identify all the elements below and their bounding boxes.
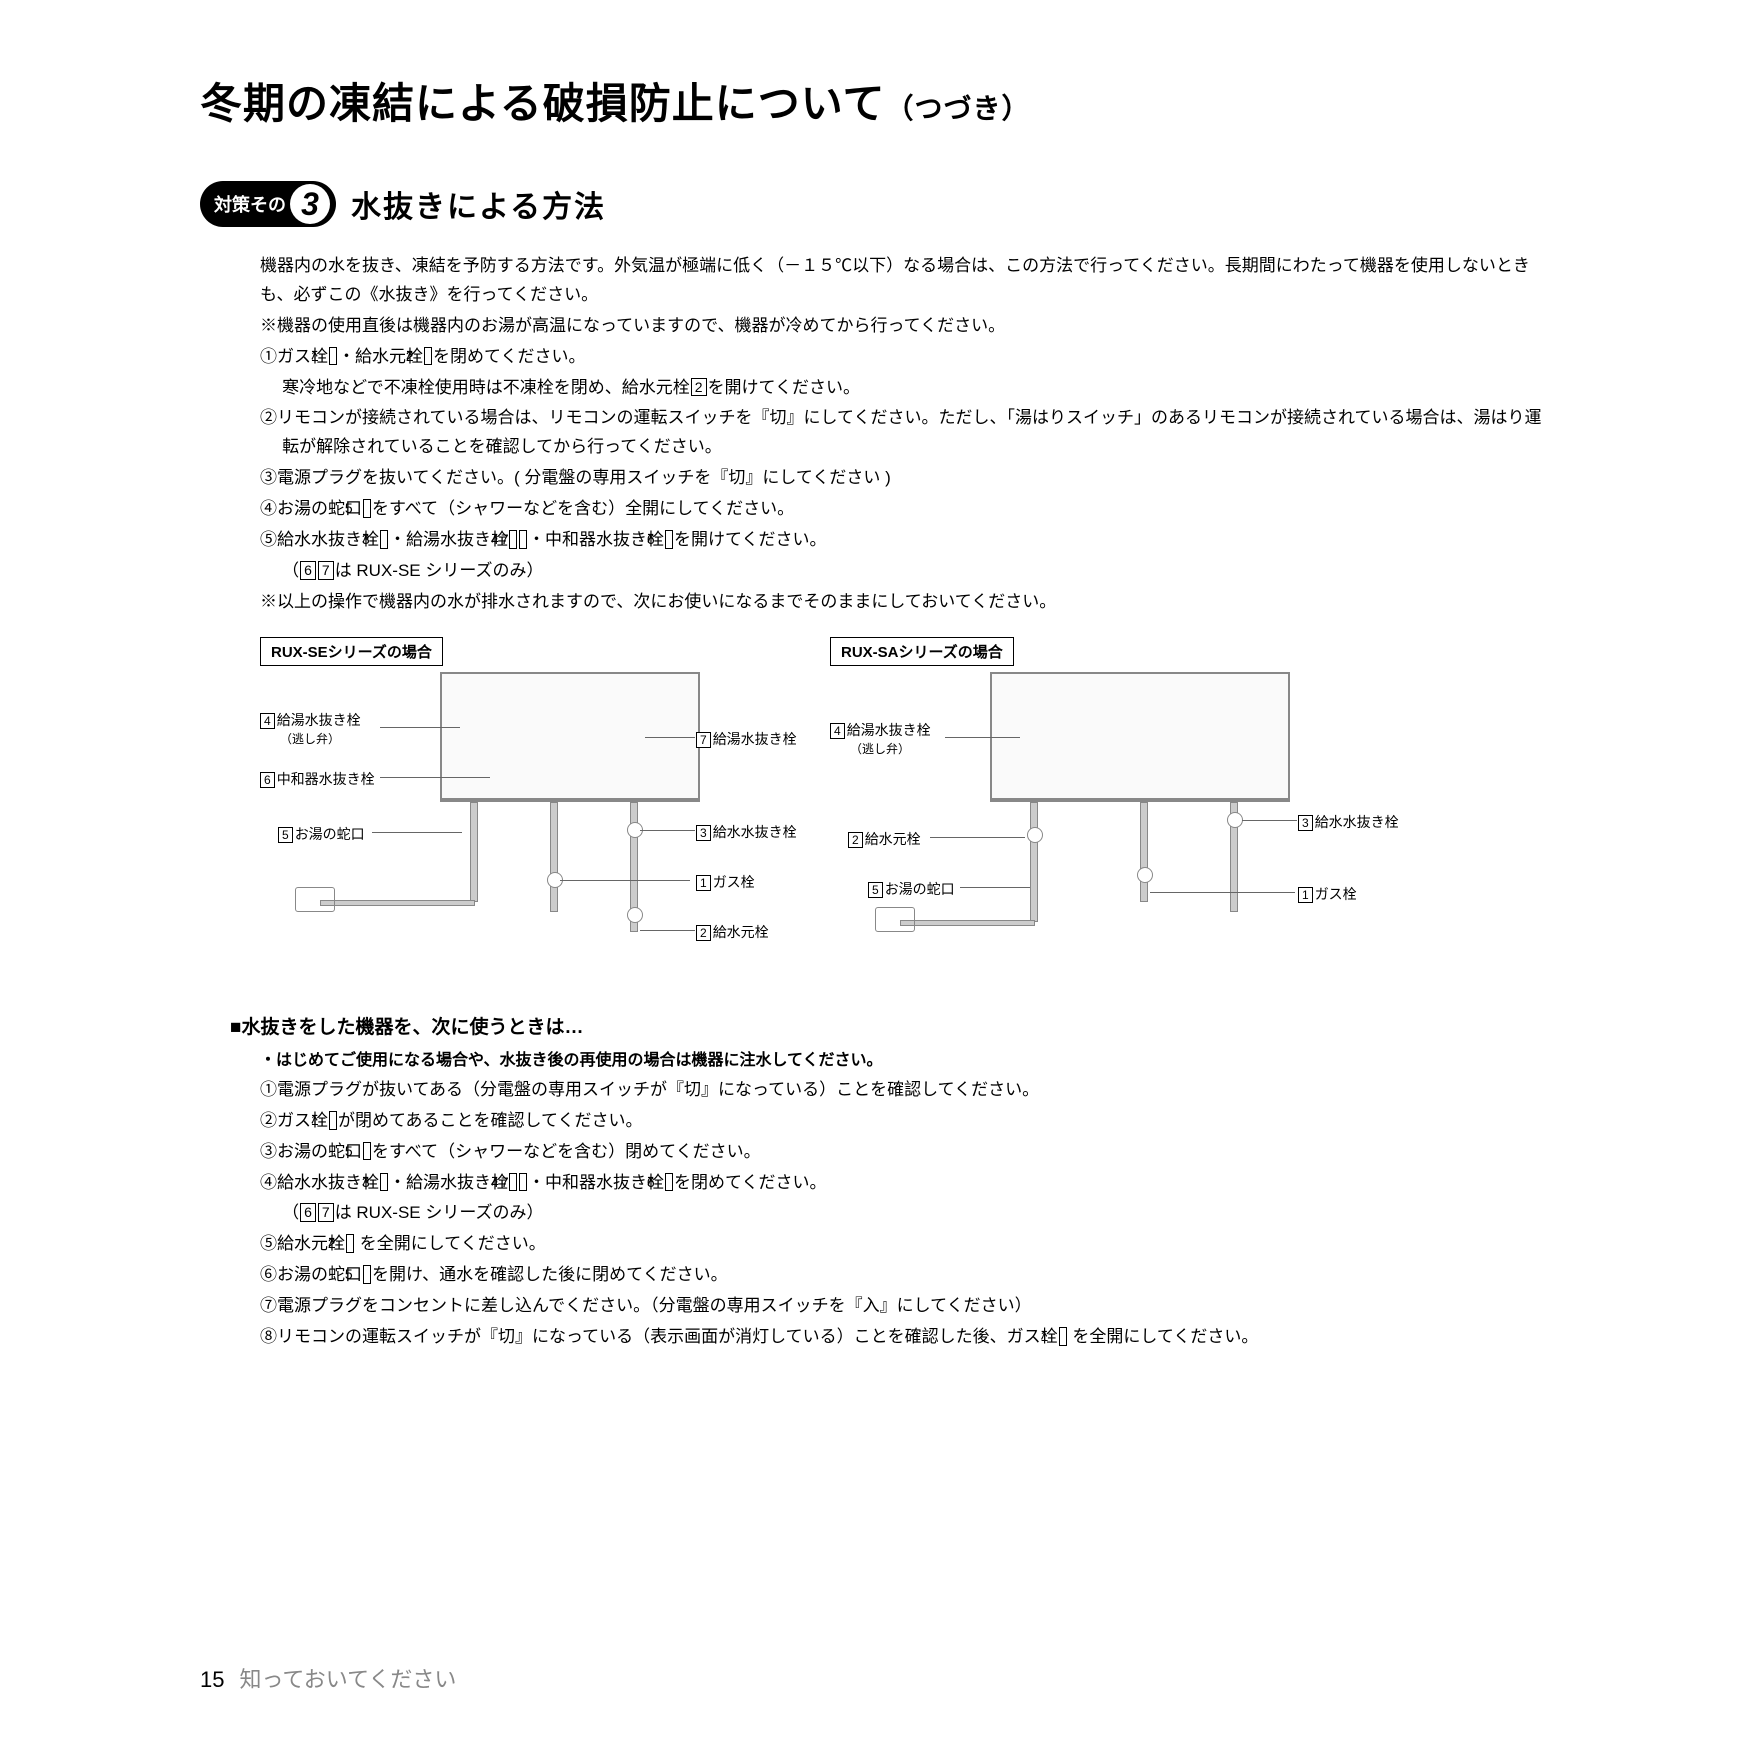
d1-label5: 5お湯の蛇口 bbox=[278, 824, 365, 844]
d2-label5: 5お湯の蛇口 bbox=[868, 879, 955, 899]
step-5-sub: （67は RUX-SE シリーズのみ） bbox=[260, 557, 1554, 586]
step-final: ※以上の操作で機器内の水が排水されますので、次にお使いになるまでそのままにしてお… bbox=[260, 588, 1554, 617]
section-header: 対策その3 水抜きによる方法 bbox=[200, 181, 1554, 227]
d2-label1: 1ガス栓 bbox=[1298, 884, 1357, 904]
d2-label4: 4給湯水抜き栓（逃し弁） bbox=[830, 720, 931, 757]
step-2: ②リモコンが接続されている場合は、リモコンの運転スイッチを『切』にしてください。… bbox=[260, 404, 1554, 462]
step2-7: ⑦電源プラグをコンセントに差し込んでください。（分電盤の専用スイッチを『入』にし… bbox=[260, 1292, 1554, 1321]
step-5: ⑤給水水抜き栓3・給湯水抜き栓47・中和器水抜き栓6を開けてください。 bbox=[260, 526, 1554, 555]
step-3: ③電源プラグを抜いてください。( 分電盤の専用スイッチを『切』にしてください ) bbox=[260, 464, 1554, 493]
step2-8: ⑧リモコンの運転スイッチが『切』になっている（表示画面が消灯している）ことを確認… bbox=[260, 1323, 1554, 1352]
d2-label2: 2給水元栓 bbox=[848, 829, 921, 849]
page-footer: 15知っておいてください bbox=[200, 1662, 456, 1694]
d2-label3: 3給水水抜き栓 bbox=[1298, 812, 1399, 832]
step-1: ①ガス栓1・給水元栓2を閉めてください。 bbox=[260, 343, 1554, 372]
step2-6: ⑥お湯の蛇口5を開け、通水を確認した後に閉めてください。 bbox=[260, 1261, 1554, 1290]
page-title: 冬期の凍結による破損防止について（つづき） bbox=[200, 70, 1554, 131]
step2-2: ②ガス栓1が閉めてあることを確認してください。 bbox=[260, 1107, 1554, 1136]
diagram1-title: RUX-SEシリーズの場合 bbox=[260, 637, 443, 666]
d1-label6: 6中和器水抜き栓 bbox=[260, 769, 375, 789]
d1-label7: 7給湯水抜き栓 bbox=[696, 729, 797, 749]
step-1-sub: 寒冷地などで不凍栓使用時は不凍栓を閉め、給水元栓2を開けてください。 bbox=[260, 374, 1554, 403]
reuse-steps: ・はじめてご使用になる場合や、水抜き後の再使用の場合は機器に注水してください。 … bbox=[260, 1047, 1554, 1352]
d1-label3: 3給水水抜き栓 bbox=[696, 822, 797, 842]
diagrams-row: RUX-SEシリーズの場合 4給湯水抜き栓（逃し弁） 6中和器水抜き栓 bbox=[260, 637, 1554, 982]
step2-3: ③お湯の蛇口5をすべて（シャワーなどを含む）閉めてください。 bbox=[260, 1138, 1554, 1167]
badge: 対策その3 bbox=[200, 181, 336, 227]
step2-1: ①電源プラグが抜いてある（分電盤の専用スイッチが『切』になっている）ことを確認し… bbox=[260, 1076, 1554, 1105]
d1-label1: 1ガス栓 bbox=[696, 872, 755, 892]
bold-bullet: ・はじめてご使用になる場合や、水抜き後の再使用の場合は機器に注水してください。 bbox=[260, 1047, 1554, 1074]
section-title: 水抜きによる方法 bbox=[351, 182, 606, 226]
intro-text: 機器内の水を抜き、凍結を予防する方法です。外気温が極端に低く（－１５℃以下）なる… bbox=[260, 252, 1554, 617]
step2-5: ⑤給水元栓2 を全開にしてください。 bbox=[260, 1230, 1554, 1259]
d1-label4: 4給湯水抜き栓（逃し弁） bbox=[260, 710, 361, 747]
diagram2-title: RUX-SAシリーズの場合 bbox=[830, 637, 1014, 666]
d1-label2: 2給水元栓 bbox=[696, 922, 769, 942]
step-4: ④お湯の蛇口5をすべて（シャワーなどを含む）全開にしてください。 bbox=[260, 495, 1554, 524]
step2-4: ④給水水抜き栓3・給湯水抜き栓47・中和器水抜き栓6を閉めてください。 bbox=[260, 1169, 1554, 1198]
subsection-title: ■水抜きをした機器を、次に使うときは… bbox=[230, 1012, 1554, 1039]
step2-4-sub: （67は RUX-SE シリーズのみ） bbox=[260, 1199, 1554, 1228]
diagram-rux-sa: RUX-SAシリーズの場合 4給湯水抜き栓（逃し弁） 2給水元栓 5お湯の蛇口 bbox=[830, 637, 1330, 982]
diagram-rux-se: RUX-SEシリーズの場合 4給湯水抜き栓（逃し弁） 6中和器水抜き栓 bbox=[260, 637, 760, 982]
